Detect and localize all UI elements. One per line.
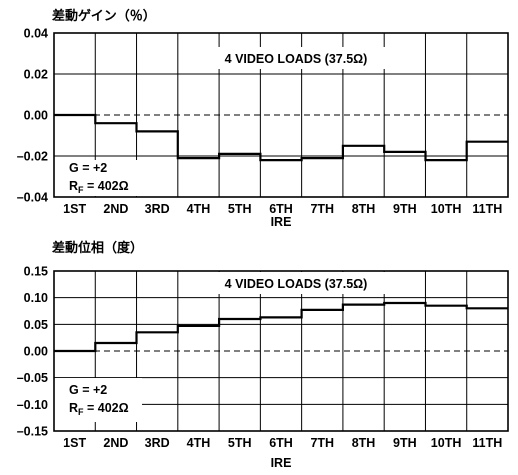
x-tick-label: 5TH bbox=[228, 202, 252, 216]
differential-phase-chart: 差動位相（度） 0.150.100.050.00–0.05–0.10–0.15 … bbox=[17, 240, 509, 470]
rf-prefix: R bbox=[69, 401, 78, 415]
x-ticks: 1ST 2ND 3RD 4TH 5TH 6TH 7TH 8TH 9TH 10TH 11TH bbox=[63, 202, 502, 216]
rf-annotation: RF = 402Ω bbox=[69, 401, 129, 417]
annotation-bg bbox=[190, 272, 402, 294]
x-tick-label: 9TH bbox=[393, 436, 417, 450]
grid bbox=[54, 271, 508, 431]
y-ticks: 0.15 0.10 0.05 0.00 –0.05 –0.10 –0.15 bbox=[17, 265, 48, 439]
x-tick-label: 1ST bbox=[63, 436, 86, 450]
x-tick-label: 10TH bbox=[431, 436, 462, 450]
x-ticks: 1ST 2ND 3RD 4TH 5TH 6TH 7TH 8TH 9TH 10TH 11TH bbox=[63, 436, 502, 450]
rf-annotation: RF = 402Ω bbox=[69, 179, 129, 195]
gain-annotation: G = +2 bbox=[69, 383, 107, 397]
x-tick-label: 6TH bbox=[269, 436, 293, 450]
x-tick-label: 5TH bbox=[228, 436, 252, 450]
y-tick-label: 0.04 bbox=[24, 27, 48, 41]
y-tick-label: 0.02 bbox=[24, 68, 48, 82]
x-tick-label: 11TH bbox=[472, 436, 502, 450]
y-tick-label: –0.10 bbox=[17, 398, 48, 412]
rf-value: = 402Ω bbox=[84, 401, 129, 415]
rf-value: = 402Ω bbox=[84, 179, 129, 193]
x-tick-label: 4TH bbox=[187, 436, 211, 450]
rf-subscript: F bbox=[78, 407, 84, 417]
load-annotation: 4 VIDEO LOADS (37.5Ω) bbox=[225, 277, 368, 291]
series-line bbox=[54, 301, 508, 353]
y-tick-label: 0.05 bbox=[24, 318, 48, 332]
params-bg bbox=[54, 378, 142, 422]
plot-frame bbox=[53, 270, 509, 432]
x-tick-label: 7TH bbox=[310, 202, 334, 216]
x-tick-label: 8TH bbox=[352, 436, 376, 450]
chart-title: 差動ゲイン（％） bbox=[52, 8, 156, 23]
x-tick-label: 2ND bbox=[103, 202, 128, 216]
x-tick-label: 7TH bbox=[310, 436, 334, 450]
x-tick-label: 11TH bbox=[472, 202, 502, 216]
y-tick-label: 0.00 bbox=[24, 109, 48, 123]
x-tick-label: 10TH bbox=[431, 202, 462, 216]
x-tick-label: 1ST bbox=[63, 202, 86, 216]
y-tick-label: 0.00 bbox=[24, 345, 48, 359]
load-annotation: 4 VIDEO LOADS (37.5Ω) bbox=[225, 52, 368, 66]
rf-prefix: R bbox=[69, 179, 78, 193]
x-tick-label: 4TH bbox=[187, 202, 211, 216]
x-axis-label: IRE bbox=[271, 456, 292, 470]
x-tick-label: 6TH bbox=[269, 202, 293, 216]
x-tick-label: 3RD bbox=[145, 436, 170, 450]
y-tick-label: –0.15 bbox=[17, 425, 48, 439]
x-tick-label: 3RD bbox=[145, 202, 170, 216]
y-tick-label: –0.04 bbox=[17, 191, 48, 205]
plot-frame bbox=[53, 32, 509, 198]
rf-subscript: F bbox=[78, 185, 84, 195]
series-line bbox=[54, 113, 508, 162]
x-tick-label: 2ND bbox=[103, 436, 128, 450]
x-tick-label: 9TH bbox=[393, 202, 417, 216]
chart-title: 差動位相（度） bbox=[52, 240, 143, 255]
differential-gain-chart: 差動ゲイン（％） 0.04 0.02 0.00 –0.02 –0.04 1ST 2ND 3R… bbox=[17, 8, 509, 229]
gain-annotation: G = +2 bbox=[69, 161, 107, 175]
y-tick-label: 0.15 bbox=[24, 265, 48, 279]
x-axis-label: IRE bbox=[271, 215, 292, 229]
y-tick-label: –0.02 bbox=[17, 150, 48, 164]
y-tick-label: –0.05 bbox=[17, 371, 48, 385]
params-bg bbox=[54, 160, 142, 196]
y-ticks: 0.04 0.02 0.00 –0.02 –0.04 bbox=[17, 27, 48, 205]
y-tick-label: 0.10 bbox=[24, 291, 48, 305]
annotation-bg bbox=[190, 47, 402, 69]
x-tick-label: 8TH bbox=[352, 202, 376, 216]
